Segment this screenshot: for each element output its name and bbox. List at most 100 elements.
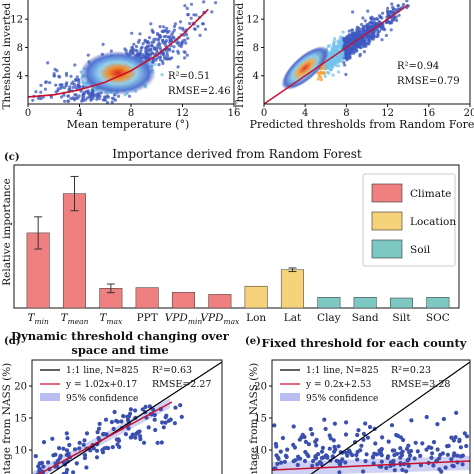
panel-e-point <box>333 447 338 452</box>
panel-e-point <box>388 460 393 465</box>
panel-a-point <box>127 94 132 98</box>
panel-a-point <box>66 94 70 98</box>
panel-e-letter: (e) <box>245 336 261 347</box>
panel-b-point <box>339 56 343 60</box>
x-tick-label-vpd-max: VPDmax <box>200 312 240 326</box>
bar-clay <box>317 297 341 309</box>
panel-b-x-tick-label: 0 <box>261 108 267 119</box>
panel-a-point <box>184 41 188 45</box>
panel-a-point <box>186 12 190 17</box>
panel-e-point <box>361 469 366 474</box>
panel-b-point <box>328 67 332 71</box>
panel-b-point <box>376 34 380 39</box>
panel-a-point <box>73 63 77 67</box>
panel-e-point <box>386 439 391 444</box>
panel-b-point <box>343 43 347 47</box>
panel-a-point <box>131 47 136 52</box>
panel-a-point <box>172 28 176 32</box>
panel-b-fit-line <box>263 4 409 105</box>
panel-c-legend: Climate Location Soil <box>362 173 456 267</box>
panel-a-point <box>150 51 154 55</box>
panel-d-point <box>155 440 160 445</box>
panel-d-point <box>71 470 76 474</box>
panel-d-rmse: RMSE=2.27 <box>152 379 211 390</box>
panel-d-point <box>61 446 66 451</box>
panel-e-point <box>420 441 425 446</box>
panel-d-point <box>128 411 133 416</box>
panel-d-point <box>143 404 148 409</box>
panel-a-point <box>186 36 190 40</box>
panel-e-legend: 1:1 line, N=825 y = 0.2x+2.53 95% confid… <box>280 366 379 404</box>
panel-d-point <box>37 466 42 471</box>
panel-e-point <box>278 449 283 454</box>
panel-a-point <box>147 44 151 48</box>
panel-a-point <box>48 81 52 85</box>
panel-b-point <box>361 16 365 20</box>
panel-e-point <box>460 462 465 467</box>
panel-a-point <box>135 49 139 53</box>
panel-b-y-tick-label: 12 <box>246 15 259 26</box>
panel-e-point <box>373 441 378 446</box>
panel-e-point <box>313 455 318 460</box>
panel-d-point <box>41 440 47 445</box>
panel-d-fit-line <box>37 401 173 474</box>
panel-a-point <box>63 99 67 103</box>
panel-e-point <box>282 459 287 464</box>
panel-e-point <box>330 454 335 459</box>
panel-e-point <box>454 410 459 415</box>
panel-a-point <box>72 83 77 87</box>
panel-b-point <box>330 59 334 63</box>
panel-a-point <box>145 49 149 54</box>
panel-e-point <box>310 463 315 468</box>
panel-d-point <box>178 403 183 408</box>
panel-d-point <box>146 425 151 430</box>
panel-a-ylabel: Thresholds inverted fr <box>1 0 13 109</box>
panel-d-point <box>128 407 133 412</box>
panel-d-point <box>160 420 165 425</box>
panel-d-point <box>57 456 62 461</box>
panel-e-point <box>314 443 319 448</box>
panel-d-point <box>117 444 122 450</box>
panel-a-point <box>105 100 110 105</box>
legend-swatch-climate <box>371 183 403 203</box>
panel-d-point <box>168 417 173 422</box>
panel-b-point <box>366 9 370 13</box>
panel-d-point <box>179 414 184 419</box>
panel-e-point <box>344 420 349 425</box>
panel-d-point <box>151 407 156 412</box>
panel-e-point <box>334 458 339 463</box>
panel-a-rmse: RMSE=2.46 <box>168 86 231 97</box>
panel-a-point <box>56 87 60 91</box>
panel-e: (e) Fixed threshold for each county ntag… <box>245 336 471 474</box>
panel-a-point <box>116 94 121 98</box>
panel-e-point <box>458 454 463 459</box>
panel-a-point <box>132 42 136 47</box>
panel-d-point <box>159 440 164 445</box>
panel-e-rmse: RMSE=3.28 <box>391 379 450 390</box>
panel-b-y-tick-label: 4 <box>253 71 259 82</box>
panel-a-point <box>210 10 214 14</box>
panel-e-point <box>319 449 325 454</box>
panel-a-y-ticks: 4 8 12 <box>10 15 28 82</box>
panel-d-y-tick-label: 20 <box>14 382 27 393</box>
panel-b-point <box>331 63 335 67</box>
panel-a-point <box>145 45 149 49</box>
panel-d-letter: (d) <box>4 336 20 347</box>
panel-a-point <box>189 2 194 6</box>
panel-e-point <box>389 423 395 428</box>
x-tick-label-sand: Sand <box>352 312 379 324</box>
panel-a-point <box>52 74 56 78</box>
panel-a-point <box>59 95 64 99</box>
panel-a-point <box>185 6 189 10</box>
panel-a-point <box>188 21 192 26</box>
panel-b-point <box>356 44 361 49</box>
panel-a-point <box>53 67 57 71</box>
panel-e-point <box>365 435 370 440</box>
panel-a-point <box>165 51 169 56</box>
panel-b-point <box>347 53 351 57</box>
panel-e-point <box>441 416 446 422</box>
panel-a-y-tick-label: 4 <box>17 71 23 82</box>
panel-d-point <box>91 446 96 451</box>
panel-a-point <box>57 75 62 79</box>
panel-a-point <box>54 83 58 87</box>
